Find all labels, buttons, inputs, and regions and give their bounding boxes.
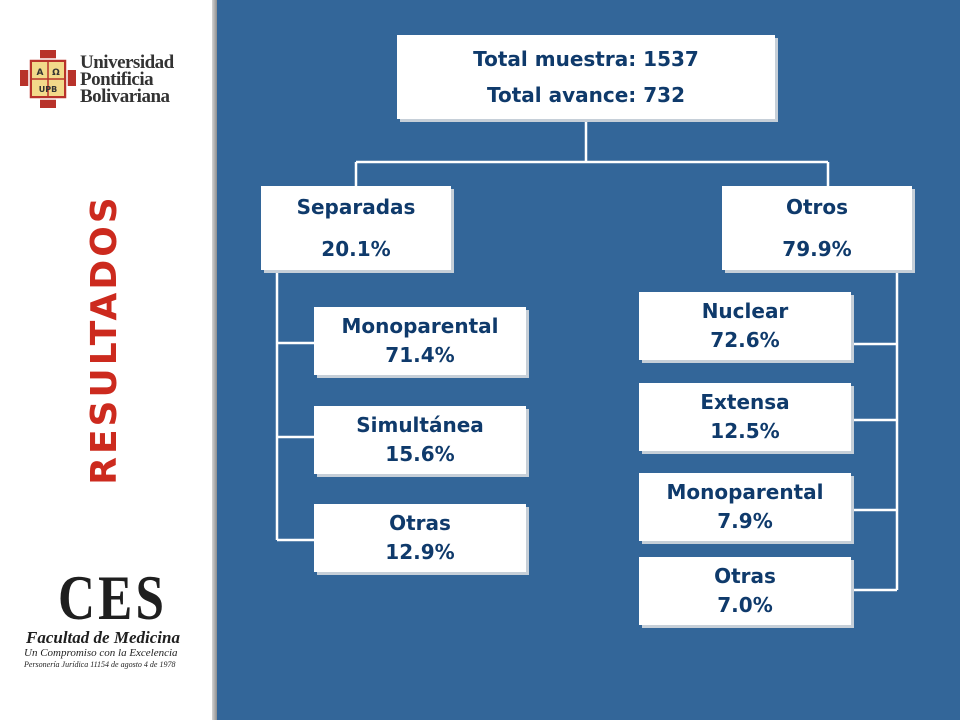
leaf-name: Otras [714,564,776,588]
branch-node-otros: Otros 79.9% [722,186,912,270]
upb-shield-omega: Ω [52,68,60,78]
leaf-node-separadas-otras: Otras 12.9% [314,504,526,572]
upb-logo: A Ω UPB Universidad Pontificia Bolivaria… [18,48,193,112]
branch-name: Otros [785,195,849,219]
root-node: Total muestra: 1537 Total avance: 732 [397,35,775,119]
leaf-node-otros-monoparental: Monoparental 7.9% [639,473,851,541]
ces-logo-mark: CES [58,562,168,633]
leaf-value: 71.4% [385,343,455,367]
upb-shield-alpha: A [37,68,44,78]
leaf-node-separadas-simultanea: Simultánea 15.6% [314,406,526,474]
upb-wordmark-line-1: Universidad [80,52,174,73]
upb-wordmark-line-3: Bolivariana [80,86,170,107]
sidebar-divider [212,0,217,720]
leaf-value: 72.6% [710,328,780,352]
leaf-name: Nuclear [701,299,789,323]
leaf-node-otros-nuclear: Nuclear 72.6% [639,292,851,360]
leaf-name: Monoparental [341,314,499,338]
branch-node-separadas: Separadas 20.1% [261,186,451,270]
leaf-value: 7.9% [717,509,773,533]
upb-wordmark: Universidad Pontificia Bolivariana [80,52,174,107]
leaf-name: Simultánea [356,413,484,437]
ces-logo: CES Facultad de Medicina Un Compromiso c… [22,565,202,670]
leaf-value: 12.5% [710,419,780,443]
upb-shield-icon: A Ω UPB [20,50,76,108]
leaf-node-otros-otras: Otras 7.0% [639,557,851,625]
branch-value: 20.1% [321,237,391,261]
leaf-value: 15.6% [385,442,455,466]
leaf-value: 12.9% [385,540,455,564]
leaf-name: Extensa [700,390,790,414]
leaf-value: 7.0% [717,593,773,617]
root-total-sample: Total muestra: 1537 [473,47,699,71]
branch-name: Separadas [296,195,416,219]
ces-legal-note: Personería Jurídica 11154 de agosto 4 de… [24,660,176,669]
root-total-progress: Total avance: 732 [487,83,685,107]
leaf-node-separadas-monoparental: Monoparental 71.4% [314,307,526,375]
upb-shield-initials: UPB [39,85,57,94]
leaf-name: Monoparental [666,480,824,504]
leaf-node-otros-extensa: Extensa 12.5% [639,383,851,451]
sidebar: A Ω UPB Universidad Pontificia Bolivaria… [0,0,214,720]
leaf-name: Otras [389,511,451,535]
branch-value: 79.9% [782,237,852,261]
upb-wordmark-line-2: Pontificia [80,69,154,90]
ces-motto: Un Compromiso con la Excelencia [24,647,178,659]
ces-faculty-name: Facultad de Medicina [26,628,180,647]
